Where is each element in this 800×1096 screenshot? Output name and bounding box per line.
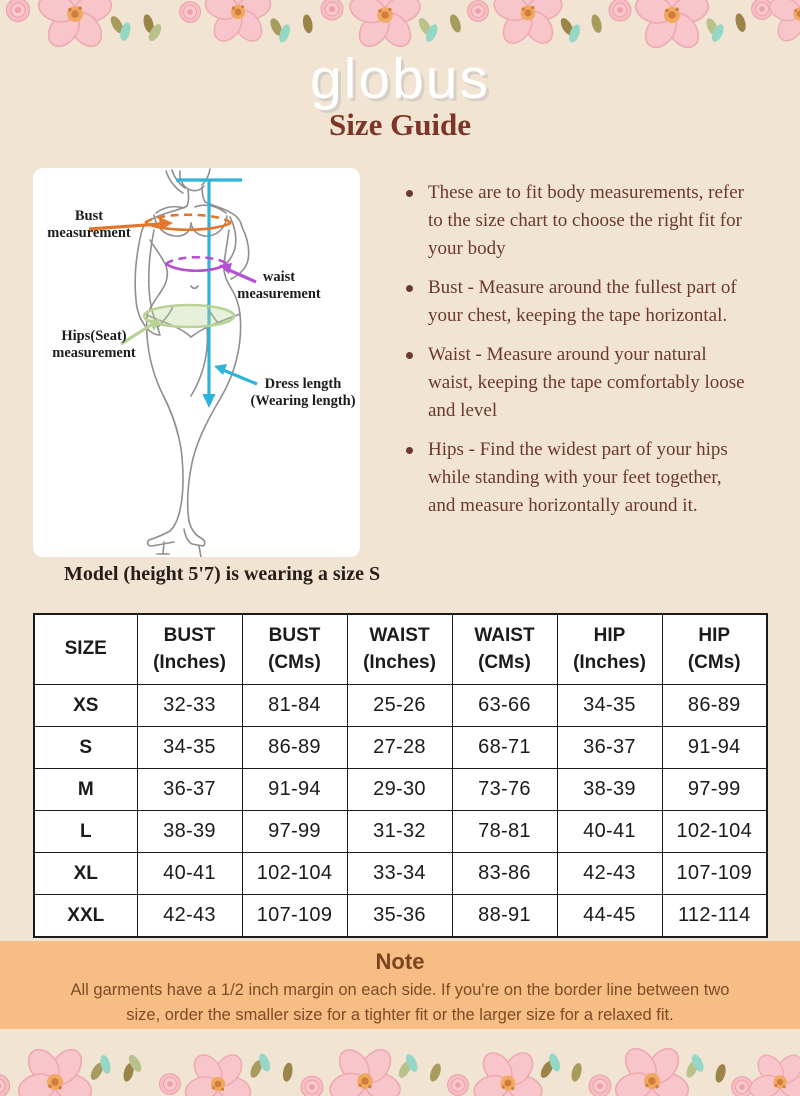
table-header-row: SIZE BUST (Inches) BUST (CMs) WAIST (Inches… (33, 613, 768, 685)
table-cell: 29-30 (346, 768, 453, 811)
table-cell: 107-109 (661, 852, 768, 895)
measurement-diagram-card: Bust measurement waist measurement Hips(… (33, 168, 360, 557)
table-cell: 81-84 (241, 684, 348, 727)
size-cell: S (33, 726, 138, 769)
col-header-bust-cms: BUST (CMs) (241, 613, 348, 685)
dress-length-label: Dress length (Wearing length) (250, 376, 356, 410)
table-cell: 42-43 (556, 852, 663, 895)
table-cell: 63-66 (451, 684, 558, 727)
table-cell: 34-35 (556, 684, 663, 727)
table-cell: 38-39 (136, 810, 243, 853)
table-cell: 42-43 (136, 894, 243, 938)
bullet-dot (406, 190, 413, 197)
table-cell: 97-99 (661, 768, 768, 811)
table-cell: 31-32 (346, 810, 453, 853)
col-header-size: SIZE (33, 613, 138, 685)
table-cell: 33-34 (346, 852, 453, 895)
floral-border-top-image (0, 0, 800, 48)
table-cell: 97-99 (241, 810, 348, 853)
size-cell: XL (33, 852, 138, 895)
floral-border-bottom-image (0, 1042, 800, 1096)
size-cell: XXL (33, 894, 138, 938)
table-cell: 36-37 (136, 768, 243, 811)
size-chart-table: SIZE BUST (Inches) BUST (CMs) WAIST (Inches… (33, 613, 768, 938)
note-title: Note (375, 949, 425, 974)
measurement-instructions: These are to fit body measurements, refe… (404, 179, 764, 520)
page-title: Size Guide (328, 107, 472, 142)
hips-measurement-label: Hips(Seat) measurement (52, 328, 136, 362)
col-header-bust-inches: BUST (Inches) (136, 613, 243, 685)
table-cell: 91-94 (661, 726, 768, 769)
table-cell: 32-33 (136, 684, 243, 727)
table-cell: 107-109 (241, 894, 348, 938)
table-cell: 68-71 (451, 726, 558, 769)
table-cell: 88-91 (451, 894, 558, 938)
table-cell: 27-28 (346, 726, 453, 769)
table-cell: 86-89 (241, 726, 348, 769)
instruction-item: Bust - Measure around the fullest part o… (404, 274, 764, 330)
table-cell: 78-81 (451, 810, 558, 853)
table-cell: 86-89 (661, 684, 768, 727)
instruction-item: Waist - Measure around your natural wais… (404, 341, 764, 425)
table-cell: 91-94 (241, 768, 348, 811)
note-section: Note All garments have a 1/2 inch margin… (0, 941, 800, 1029)
bust-measurement-label: Bust measurement (47, 208, 131, 242)
waist-measurement-label: waist measurement (237, 269, 321, 303)
instruction-item: These are to fit body measurements, refe… (404, 179, 764, 263)
table-cell: 83-86 (451, 852, 558, 895)
table-row: S 34-35 86-89 27-28 68-71 36-37 91-94 (33, 726, 768, 769)
table-cell: 73-76 (451, 768, 558, 811)
col-header-waist-cms: WAIST (CMs) (451, 613, 558, 685)
table-cell: 40-41 (136, 852, 243, 895)
table-cell: 38-39 (556, 768, 663, 811)
bullet-dot (406, 285, 413, 292)
table-cell: 36-37 (556, 726, 663, 769)
col-header-waist-inches: WAIST (Inches) (346, 613, 453, 685)
table-row: XS 32-33 81-84 25-26 63-66 34-35 86-89 (33, 684, 768, 727)
table-cell: 102-104 (241, 852, 348, 895)
body-measurement-illustration (88, 168, 258, 557)
brand-logo: globus (310, 47, 490, 111)
table-row: M 36-37 91-94 29-30 73-76 38-39 97-99 (33, 768, 768, 811)
size-cell: XS (33, 684, 138, 727)
note-text: All garments have a 1/2 inch margin on e… (70, 981, 730, 1024)
table-cell: 35-36 (346, 894, 453, 938)
table-row: L 38-39 97-99 31-32 78-81 40-41 102-104 (33, 810, 768, 853)
table-cell: 44-45 (556, 894, 663, 938)
table-cell: 34-35 (136, 726, 243, 769)
table-row: XL 40-41 102-104 33-34 83-86 42-43 107-1… (33, 852, 768, 895)
bullet-dot (406, 352, 413, 359)
bullet-dot (406, 447, 413, 454)
table-cell: 112-114 (661, 894, 768, 938)
size-cell: M (33, 768, 138, 811)
table-cell: 40-41 (556, 810, 663, 853)
size-cell: L (33, 810, 138, 853)
instruction-item: Hips - Find the widest part of your hips… (404, 436, 764, 520)
col-header-hip-inches: HIP (Inches) (556, 613, 663, 685)
table-cell: 102-104 (661, 810, 768, 853)
table-cell: 25-26 (346, 684, 453, 727)
col-header-hip-cms: HIP (CMs) (661, 613, 768, 685)
model-size-note: Model (height 5'7) is wearing a size S (64, 563, 381, 585)
table-row: XXL 42-43 107-109 35-36 88-91 44-45 112-… (33, 894, 768, 938)
